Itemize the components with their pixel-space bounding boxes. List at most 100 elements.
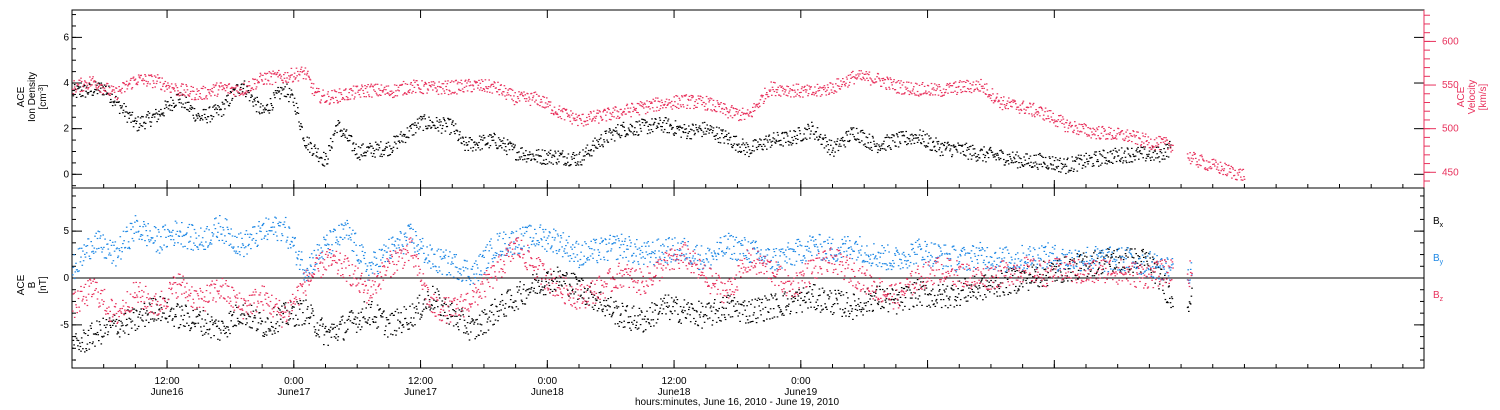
data-point <box>1110 127 1112 129</box>
data-point <box>447 93 450 96</box>
data-point <box>522 288 525 290</box>
data-point <box>731 105 733 107</box>
data-point <box>393 135 395 137</box>
data-point <box>1205 169 1207 171</box>
data-point <box>901 135 904 137</box>
data-point <box>462 314 464 316</box>
data-point <box>134 117 137 119</box>
data-point <box>421 118 424 120</box>
data-point <box>1234 169 1236 171</box>
data-point <box>127 83 130 86</box>
data-point <box>706 124 708 126</box>
data-point <box>474 144 476 146</box>
data-point <box>668 305 670 307</box>
data-point <box>944 149 947 151</box>
data-point <box>1140 146 1143 148</box>
data-point <box>615 300 617 302</box>
data-point <box>1168 142 1170 144</box>
data-point <box>105 93 108 95</box>
data-point <box>653 121 656 123</box>
data-point <box>846 78 848 80</box>
data-point <box>535 279 537 281</box>
data-point <box>494 319 497 321</box>
data-point <box>329 102 331 104</box>
data-point <box>729 109 731 111</box>
data-point <box>389 90 392 92</box>
data-point <box>662 131 665 133</box>
data-point <box>293 76 295 78</box>
data-point <box>739 146 741 148</box>
data-point <box>283 304 286 306</box>
data-point <box>920 143 923 145</box>
data-point <box>267 328 270 330</box>
data-point <box>1150 148 1153 151</box>
data-point <box>316 322 319 324</box>
data-point <box>456 322 459 324</box>
data-point <box>876 151 879 154</box>
data-point <box>832 304 835 306</box>
data-point <box>565 275 567 277</box>
data-point <box>985 161 987 163</box>
data-point <box>719 319 721 322</box>
data-point <box>221 101 224 103</box>
data-point <box>480 79 483 81</box>
data-point <box>536 161 539 163</box>
data-point <box>771 94 773 96</box>
data-point <box>650 325 652 327</box>
data-point <box>295 67 298 69</box>
data-point <box>489 310 491 312</box>
data-point <box>221 89 224 91</box>
data-point <box>919 93 921 95</box>
data-point <box>312 314 315 317</box>
data-point <box>570 110 572 112</box>
data-point <box>968 88 970 90</box>
data-point <box>838 85 840 87</box>
data-point <box>977 159 979 161</box>
data-point <box>553 288 556 290</box>
data-point <box>444 298 447 300</box>
data-point <box>598 143 600 145</box>
data-point <box>130 327 133 329</box>
data-point <box>727 314 730 316</box>
data-point <box>793 130 795 132</box>
data-point <box>398 327 400 329</box>
data-point <box>851 76 854 78</box>
data-point <box>241 93 243 95</box>
data-point <box>338 323 341 325</box>
data-point <box>1136 151 1139 153</box>
data-point <box>433 82 436 84</box>
data-point <box>968 91 971 93</box>
data-point <box>783 137 785 139</box>
data-point <box>193 322 195 324</box>
data-point <box>477 147 480 149</box>
data-point <box>366 146 368 148</box>
data-point <box>96 82 99 84</box>
data-point <box>527 93 529 95</box>
data-point <box>413 307 416 309</box>
data-point <box>918 95 920 97</box>
data-point <box>949 82 951 84</box>
data-point <box>1123 152 1125 154</box>
data-point <box>80 77 82 79</box>
data-point <box>1132 130 1134 132</box>
data-point <box>687 98 689 100</box>
data-point <box>781 314 783 316</box>
data-point <box>714 135 716 137</box>
data-point <box>664 101 667 103</box>
data-point <box>634 134 637 136</box>
data-point <box>252 101 254 103</box>
data-point <box>276 314 278 316</box>
data-point <box>285 81 288 83</box>
data-point <box>1020 158 1022 160</box>
data-point <box>469 322 471 324</box>
data-point <box>226 95 228 97</box>
data-point <box>833 155 835 157</box>
data-point <box>336 131 338 134</box>
data-point <box>735 135 738 137</box>
data-point <box>108 92 110 94</box>
data-point <box>798 292 801 294</box>
data-point <box>206 122 208 124</box>
data-point <box>605 132 607 134</box>
data-point <box>750 111 752 113</box>
data-point <box>1128 161 1131 163</box>
